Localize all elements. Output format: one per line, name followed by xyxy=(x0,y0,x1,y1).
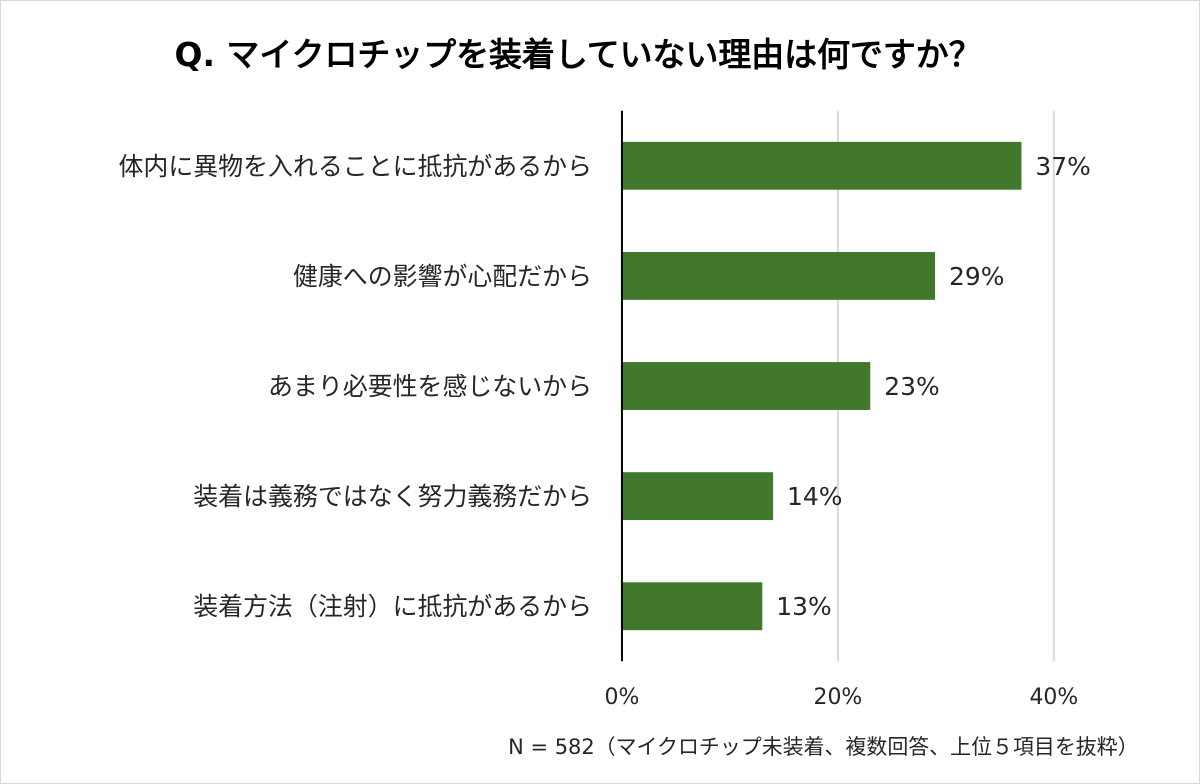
x-tick-label-2: 40% xyxy=(1029,685,1078,710)
bar-3 xyxy=(621,472,774,521)
grid-lines xyxy=(836,110,1055,662)
labels: 体内に異物を入れることに抵抗があるから 37% 健康への影響が心配だから 29% あまり… xyxy=(118,152,1090,621)
category-label-0: 体内に異物を入れることに抵抗があるから xyxy=(118,152,592,181)
data-label-0: 37% xyxy=(1035,152,1090,181)
category-label-4: 装着方法（注射）に抵抗があるから xyxy=(193,592,592,621)
bar-2 xyxy=(621,362,871,410)
data-label-3: 14% xyxy=(787,482,842,511)
bar-0 xyxy=(621,141,1022,190)
data-label-2: 23% xyxy=(884,372,939,401)
chart-title: Q. マイクロチップを装着していない理由は何ですか？ xyxy=(174,35,981,74)
x-tick-label-1: 20% xyxy=(814,685,863,710)
bar-4 xyxy=(621,582,763,631)
category-label-2: あまり必要性を感じないから xyxy=(268,372,592,401)
x-tick-label-0: 0% xyxy=(605,685,640,710)
bar-1 xyxy=(621,251,936,300)
data-label-4: 13% xyxy=(776,592,831,621)
x-axis-ticks: 0% 20% 40% xyxy=(605,685,1079,710)
category-label-3: 装着は義務ではなく努力義務だから xyxy=(193,482,592,511)
bars xyxy=(621,141,1022,631)
data-label-1: 29% xyxy=(949,262,1004,291)
footnote: N = 582（マイクロチップ未装着、複数回答、上位５項目を抜粋） xyxy=(508,735,1138,759)
category-label-1: 健康への影響が心配だから xyxy=(293,262,592,291)
